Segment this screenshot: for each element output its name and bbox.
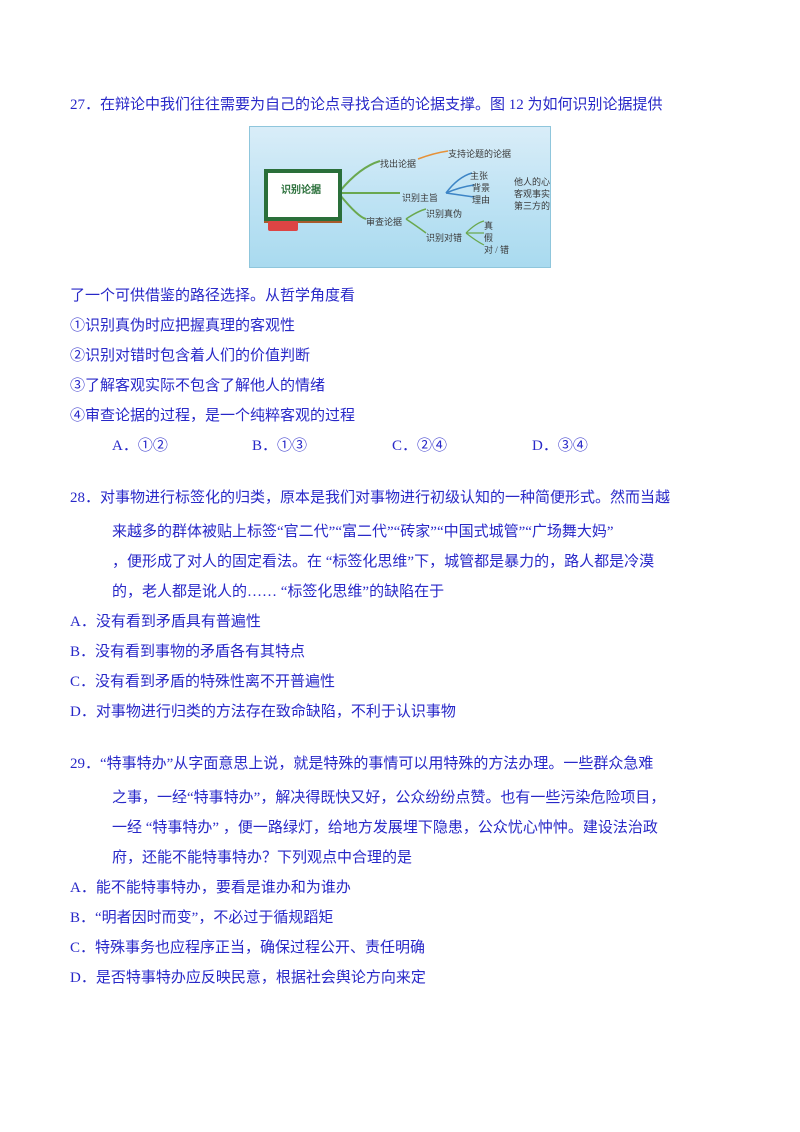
branch-find: 找出论据 [380,155,416,173]
q28-number: 28． [70,490,100,506]
branch-rightwrong: 识别对错 [426,229,462,247]
q29-option-d: D．是否特事特办应反映民意，根据社会舆论方向来定 [70,963,730,993]
question-29: 29．“特事特办”从字面意思上说，就是特殊的事情可以用特殊的方法办理。一些群众急… [70,749,730,993]
exam-page: 27．在辩论中我们往往需要为自己的论点寻找合适的论据支撑。图 12 为如何识别论… [0,0,800,1055]
q27-item-2: ②识别对错时包含着人们的价值判断 [70,341,730,371]
book-icon [268,221,298,231]
q28-option-b: B．没有看到事物的矛盾各有其特点 [70,637,730,667]
q28-line1: 28．对事物进行标签化的归类，原本是我们对事物进行初级认知的一种简便形式。然而当… [70,483,730,513]
q27-option-a: A．①② [112,431,252,461]
mindmap-image: 识别论据 找出论据 支持论题的论据 识别主旨 主张 背景 理由 他人的心理 客观… [249,126,551,268]
q27-item-1: ①识别真伪时应把握真理的客观性 [70,311,730,341]
q27-item-3: ③了解客观实际不包含了解他人的情绪 [70,371,730,401]
question-28: 28．对事物进行标签化的归类，原本是我们对事物进行初级认知的一种简便形式。然而当… [70,483,730,727]
q27-option-d: D．③④ [532,431,672,461]
q27-stem-after: 了一个可供借鉴的路径选择。从哲学角度看 [70,281,730,311]
q28-stem-2: 来越多的群体被贴上标签“官二代”“富二代”“砖家”“中国式城管”“广场舞大妈” [112,517,730,547]
q29-stem-1: “特事特办”从字面意思上说，就是特殊的事情可以用特殊的方法办理。一些群众急难 [100,756,653,772]
q29-line1: 29．“特事特办”从字面意思上说，就是特殊的事情可以用特殊的方法办理。一些群众急… [70,749,730,779]
branch-theme-c: 理由 [472,191,490,209]
branch-review: 审查论据 [366,213,402,231]
q28-option-c: C．没有看到矛盾的特殊性离不开普遍性 [70,667,730,697]
q29-option-a: A．能不能特事特办，要看是谁办和为谁办 [70,873,730,903]
q27-item-4: ④审查论据的过程，是一个纯粹客观的过程 [70,401,730,431]
q27-stem-before: 在辩论中我们往往需要为自己的论点寻找合适的论据支撑。图 12 为如何识别论据提供 [100,97,663,113]
q28-option-a: A．没有看到矛盾具有普遍性 [70,607,730,637]
q27-options: A．①② B．①③ C．②④ D．③④ [112,431,730,461]
branch-find-sub: 支持论题的论据 [448,145,511,163]
board-label: 识别论据 [268,181,334,201]
branch-theme-f: 第三方的推断 [514,197,551,215]
q28-stem-4: 的，老人都是讹人的…… “标签化思维”的缺陷在于 [112,577,730,607]
question-27: 27．在辩论中我们往往需要为自己的论点寻找合适的论据支撑。图 12 为如何识别论… [70,90,730,461]
q28-stem-3: ，便形成了对人的固定看法。在 “标签化思维”下，城管都是暴力的，路人都是冷漠 [112,547,730,577]
q29-option-b: B．“明者因时而变”，不必过于循规蹈矩 [70,903,730,933]
q27-stem-line1: 27．在辩论中我们往往需要为自己的论点寻找合适的论据支撑。图 12 为如何识别论… [70,90,730,120]
branch-rw-3: 对 / 错 [484,241,509,259]
figure-12-wrap: 识别论据 找出论据 支持论题的论据 识别主旨 主张 背景 理由 他人的心理 客观… [70,126,730,279]
q29-stem-2: 之事，一经“特事特办”，解决得既快又好，公众纷纷点赞。也有一些污染危险项目， [112,783,730,813]
q29-stem-4: 府，还能不能特事特办？下列观点中合理的是 [112,843,730,873]
q29-number: 29． [70,756,100,772]
q27-option-c: C．②④ [392,431,532,461]
q29-option-c: C．特殊事务也应程序正当，确保过程公开、责任明确 [70,933,730,963]
branch-truefalse: 识别真伪 [426,205,462,223]
q28-stem-1: 对事物进行标签化的归类，原本是我们对事物进行初级认知的一种简便形式。然而当越 [100,490,670,506]
q27-number: 27． [70,97,100,113]
q28-option-d: D．对事物进行归类的方法存在致命缺陷，不利于认识事物 [70,697,730,727]
q29-stem-3: 一经 “特事特办” ，便一路绿灯，给地方发展埋下隐患，公众忧心忡忡。建设法治政 [112,813,730,843]
q27-option-b: B．①③ [252,431,392,461]
